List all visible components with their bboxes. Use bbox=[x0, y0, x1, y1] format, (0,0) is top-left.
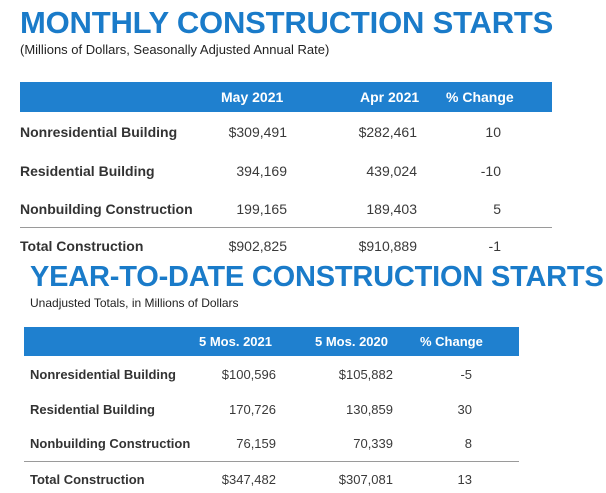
row-previous: 189,403 bbox=[366, 201, 417, 217]
row-current: $347,482 bbox=[221, 472, 276, 487]
row-change: 8 bbox=[464, 436, 472, 451]
row-current: 76,159 bbox=[236, 436, 276, 451]
row-change: -10 bbox=[480, 163, 501, 179]
ytd-header-change: % Change bbox=[420, 334, 483, 349]
ytd-header-previous: 5 Mos. 2020 bbox=[315, 334, 388, 349]
row-change: 5 bbox=[493, 201, 501, 217]
ytd-title: YEAR-TO-DATE CONSTRUCTION STARTS bbox=[30, 261, 604, 293]
ytd-total-divider bbox=[24, 461, 519, 462]
monthly-subtitle: (Millions of Dollars, Seasonally Adjuste… bbox=[20, 42, 330, 57]
row-current: $309,491 bbox=[228, 124, 287, 140]
monthly-title: MONTHLY CONSTRUCTION STARTS bbox=[20, 5, 554, 40]
row-label: Residential Building bbox=[30, 402, 155, 417]
row-current: 199,165 bbox=[236, 201, 287, 217]
row-label: Nonbuilding Construction bbox=[30, 436, 191, 451]
row-current: $902,825 bbox=[228, 238, 287, 254]
row-change: -1 bbox=[488, 238, 501, 254]
row-label: Residential Building bbox=[20, 163, 155, 179]
row-previous: $282,461 bbox=[358, 124, 417, 140]
ytd-header-current: 5 Mos. 2021 bbox=[199, 334, 272, 349]
row-previous: $910,889 bbox=[358, 238, 417, 254]
ytd-subtitle: Unadjusted Totals, in Millions of Dollar… bbox=[30, 296, 239, 310]
row-change: 30 bbox=[457, 402, 472, 417]
row-previous: $307,081 bbox=[338, 472, 393, 487]
row-label: Nonresidential Building bbox=[20, 124, 178, 140]
row-change: 10 bbox=[485, 124, 501, 140]
monthly-table-header: May 2021 Apr 2021 % Change bbox=[20, 82, 552, 112]
row-previous: 439,024 bbox=[366, 163, 417, 179]
row-current: 394,169 bbox=[236, 163, 287, 179]
row-label: Total Construction bbox=[30, 472, 145, 487]
row-previous: 130,859 bbox=[346, 402, 393, 417]
row-label: Nonresidential Building bbox=[30, 367, 176, 382]
row-previous: $105,882 bbox=[338, 367, 393, 382]
row-label: Nonbuilding Construction bbox=[20, 201, 193, 217]
row-label: Total Construction bbox=[20, 238, 144, 254]
row-current: $100,596 bbox=[221, 367, 276, 382]
monthly-header-change: % Change bbox=[446, 89, 514, 105]
monthly-header-current: May 2021 bbox=[221, 89, 284, 105]
row-change: -5 bbox=[460, 367, 472, 382]
row-current: 170,726 bbox=[229, 402, 276, 417]
monthly-total-divider bbox=[20, 227, 552, 228]
monthly-header-previous: Apr 2021 bbox=[360, 89, 420, 105]
row-previous: 70,339 bbox=[353, 436, 393, 451]
row-change: 13 bbox=[457, 472, 472, 487]
ytd-table-header: 5 Mos. 2021 5 Mos. 2020 % Change bbox=[24, 327, 519, 356]
